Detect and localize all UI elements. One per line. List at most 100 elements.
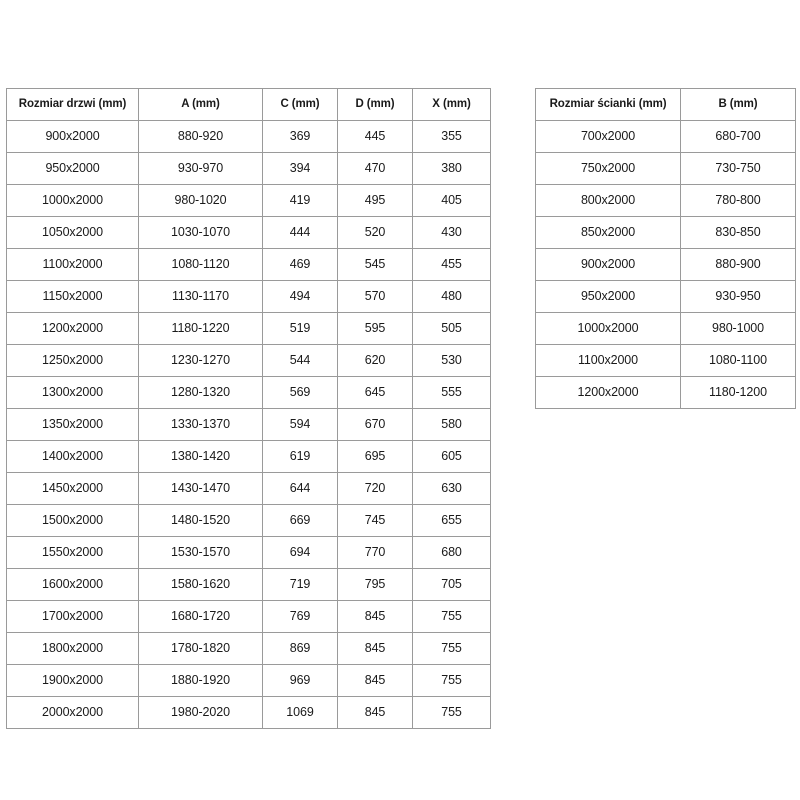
cell-a: 1780-1820 bbox=[138, 632, 263, 665]
table-row: 700x2000 680-700 bbox=[535, 120, 796, 153]
table-row: 1550x2000 1530-1570 694 770 680 bbox=[6, 536, 491, 569]
cell-b: 980-1000 bbox=[680, 312, 796, 345]
table-row: 750x2000 730-750 bbox=[535, 152, 796, 185]
cell-d: 620 bbox=[337, 344, 413, 377]
cell-d: 495 bbox=[337, 184, 413, 217]
cell-b: 1080-1100 bbox=[680, 344, 796, 377]
table-row: 1250x2000 1230-1270 544 620 530 bbox=[6, 344, 491, 377]
table-row: 1300x2000 1280-1320 569 645 555 bbox=[6, 376, 491, 409]
table-row: 1200x2000 1180-1220 519 595 505 bbox=[6, 312, 491, 345]
cell-b: 780-800 bbox=[680, 184, 796, 217]
cell-b: 930-950 bbox=[680, 280, 796, 313]
cell-door-size: 1150x2000 bbox=[6, 280, 139, 313]
cell-d: 695 bbox=[337, 440, 413, 473]
column-header-c: C (mm) bbox=[262, 88, 338, 121]
cell-d: 570 bbox=[337, 280, 413, 313]
column-header-a: A (mm) bbox=[138, 88, 263, 121]
cell-c: 869 bbox=[262, 632, 338, 665]
cell-x: 555 bbox=[412, 376, 491, 409]
cell-x: 480 bbox=[412, 280, 491, 313]
cell-a: 980-1020 bbox=[138, 184, 263, 217]
table-row: 1500x2000 1480-1520 669 745 655 bbox=[6, 504, 491, 537]
cell-d: 795 bbox=[337, 568, 413, 601]
cell-wall-size: 750x2000 bbox=[535, 152, 681, 185]
cell-a: 1080-1120 bbox=[138, 248, 263, 281]
cell-door-size: 1250x2000 bbox=[6, 344, 139, 377]
cell-c: 544 bbox=[262, 344, 338, 377]
cell-x: 430 bbox=[412, 216, 491, 249]
cell-c: 444 bbox=[262, 216, 338, 249]
table-row: 1400x2000 1380-1420 619 695 605 bbox=[6, 440, 491, 473]
table-row: 1800x2000 1780-1820 869 845 755 bbox=[6, 632, 491, 665]
cell-x: 755 bbox=[412, 664, 491, 697]
cell-c: 969 bbox=[262, 664, 338, 697]
cell-door-size: 1550x2000 bbox=[6, 536, 139, 569]
cell-x: 505 bbox=[412, 312, 491, 345]
door-size-table: Rozmiar drzwi (mm) A (mm) C (mm) D (mm) … bbox=[6, 88, 491, 729]
cell-d: 845 bbox=[337, 664, 413, 697]
cell-door-size: 1450x2000 bbox=[6, 472, 139, 505]
cell-b: 880-900 bbox=[680, 248, 796, 281]
cell-c: 394 bbox=[262, 152, 338, 185]
cell-c: 1069 bbox=[262, 696, 338, 729]
cell-a: 930-970 bbox=[138, 152, 263, 185]
cell-door-size: 1400x2000 bbox=[6, 440, 139, 473]
cell-c: 669 bbox=[262, 504, 338, 537]
cell-door-size: 1900x2000 bbox=[6, 664, 139, 697]
cell-x: 755 bbox=[412, 632, 491, 665]
cell-x: 355 bbox=[412, 120, 491, 153]
cell-door-size: 1200x2000 bbox=[6, 312, 139, 345]
cell-c: 619 bbox=[262, 440, 338, 473]
cell-c: 469 bbox=[262, 248, 338, 281]
column-header-wall-size: Rozmiar ścianki (mm) bbox=[535, 88, 681, 121]
cell-door-size: 1500x2000 bbox=[6, 504, 139, 537]
cell-door-size: 950x2000 bbox=[6, 152, 139, 185]
table-row: 800x2000 780-800 bbox=[535, 184, 796, 217]
cell-c: 419 bbox=[262, 184, 338, 217]
cell-c: 519 bbox=[262, 312, 338, 345]
cell-x: 455 bbox=[412, 248, 491, 281]
table-row: 1450x2000 1430-1470 644 720 630 bbox=[6, 472, 491, 505]
table-header-row: Rozmiar drzwi (mm) A (mm) C (mm) D (mm) … bbox=[6, 88, 491, 121]
table-row: 850x2000 830-850 bbox=[535, 216, 796, 249]
table-row: 2000x2000 1980-2020 1069 845 755 bbox=[6, 696, 491, 729]
cell-x: 680 bbox=[412, 536, 491, 569]
cell-door-size: 2000x2000 bbox=[6, 696, 139, 729]
door-size-table-body: 900x2000 880-920 369 445 355 950x2000 930-970 3… bbox=[6, 120, 491, 729]
cell-a: 1880-1920 bbox=[138, 664, 263, 697]
cell-x: 530 bbox=[412, 344, 491, 377]
table-header-row: Rozmiar ścianki (mm) B (mm) bbox=[535, 88, 796, 121]
cell-x: 755 bbox=[412, 600, 491, 633]
cell-wall-size: 850x2000 bbox=[535, 216, 681, 249]
cell-door-size: 1100x2000 bbox=[6, 248, 139, 281]
cell-d: 545 bbox=[337, 248, 413, 281]
cell-a: 1530-1570 bbox=[138, 536, 263, 569]
cell-door-size: 1050x2000 bbox=[6, 216, 139, 249]
table-row: 1350x2000 1330-1370 594 670 580 bbox=[6, 408, 491, 441]
cell-wall-size: 800x2000 bbox=[535, 184, 681, 217]
table-row: 950x2000 930-970 394 470 380 bbox=[6, 152, 491, 185]
column-header-d: D (mm) bbox=[337, 88, 413, 121]
cell-b: 830-850 bbox=[680, 216, 796, 249]
cell-d: 470 bbox=[337, 152, 413, 185]
column-header-b: B (mm) bbox=[680, 88, 796, 121]
table-row: 1050x2000 1030-1070 444 520 430 bbox=[6, 216, 491, 249]
cell-b: 730-750 bbox=[680, 152, 796, 185]
cell-d: 770 bbox=[337, 536, 413, 569]
cell-door-size: 1000x2000 bbox=[6, 184, 139, 217]
cell-door-size: 900x2000 bbox=[6, 120, 139, 153]
cell-x: 605 bbox=[412, 440, 491, 473]
cell-wall-size: 950x2000 bbox=[535, 280, 681, 313]
cell-d: 720 bbox=[337, 472, 413, 505]
cell-a: 1380-1420 bbox=[138, 440, 263, 473]
cell-a: 1230-1270 bbox=[138, 344, 263, 377]
cell-a: 1580-1620 bbox=[138, 568, 263, 601]
table-row: 1000x2000 980-1020 419 495 405 bbox=[6, 184, 491, 217]
cell-d: 745 bbox=[337, 504, 413, 537]
cell-wall-size: 700x2000 bbox=[535, 120, 681, 153]
table-row: 1600x2000 1580-1620 719 795 705 bbox=[6, 568, 491, 601]
cell-c: 569 bbox=[262, 376, 338, 409]
cell-x: 380 bbox=[412, 152, 491, 185]
cell-c: 369 bbox=[262, 120, 338, 153]
cell-wall-size: 1000x2000 bbox=[535, 312, 681, 345]
